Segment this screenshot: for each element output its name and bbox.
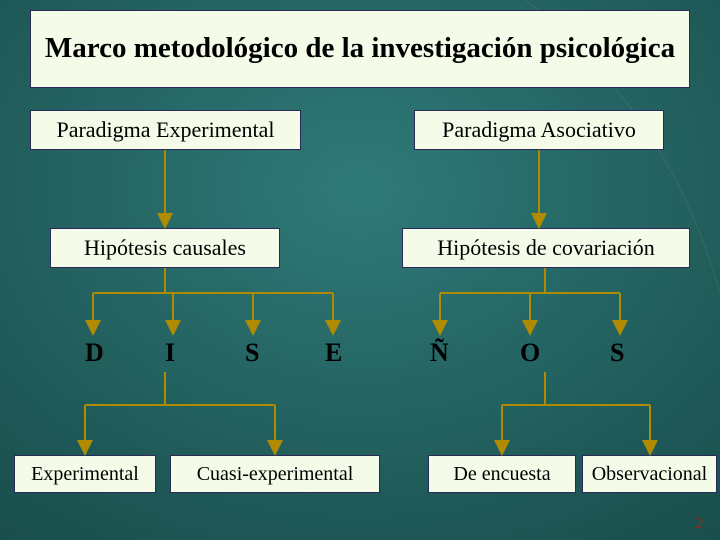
right-method-encuesta: De encuesta (428, 455, 576, 493)
right-paradigm-box: Paradigma Asociativo (414, 110, 664, 150)
left-method-1-label: Cuasi-experimental (197, 463, 354, 486)
right-method-1-label: Observacional (592, 463, 708, 486)
letter-e: E (325, 338, 342, 368)
page-number: 2 (695, 515, 703, 533)
letter-n-tilde: Ñ (430, 338, 449, 368)
left-hypothesis-box: Hipótesis causales (50, 228, 280, 268)
letter-d: D (85, 338, 104, 368)
left-hypothesis-label: Hipótesis causales (84, 235, 246, 260)
right-method-0-label: De encuesta (453, 463, 550, 486)
letter-s-right: S (610, 338, 624, 368)
right-paradigm-label: Paradigma Asociativo (442, 117, 636, 142)
left-method-cuasi: Cuasi-experimental (170, 455, 380, 493)
letter-s-left: S (245, 338, 259, 368)
left-method-experimental: Experimental (14, 455, 156, 493)
left-paradigm-box: Paradigma Experimental (30, 110, 301, 150)
slide-title-text: Marco metodológico de la investigación p… (45, 32, 675, 65)
letter-o: O (520, 338, 540, 368)
right-hypothesis-label: Hipótesis de covariación (437, 235, 655, 260)
right-method-observacional: Observacional (582, 455, 717, 493)
left-paradigm-label: Paradigma Experimental (56, 117, 274, 142)
slide-title: Marco metodológico de la investigación p… (30, 10, 690, 88)
letter-i: I (165, 338, 175, 368)
right-hypothesis-box: Hipótesis de covariación (402, 228, 690, 268)
left-method-0-label: Experimental (31, 463, 139, 486)
